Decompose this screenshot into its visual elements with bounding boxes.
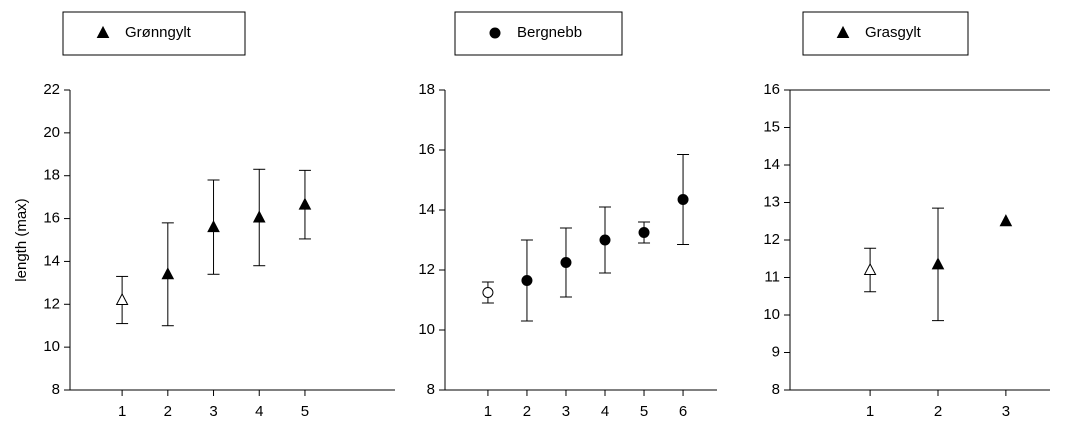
y-tick-label: 10	[43, 338, 60, 355]
y-tick-label: 10	[418, 321, 435, 338]
x-tick-label: 4	[255, 403, 263, 420]
y-tick-label: 13	[763, 193, 780, 210]
y-tick-label: 9	[772, 343, 780, 360]
x-tick-label: 3	[1002, 403, 1010, 420]
y-tick-label: 16	[43, 210, 60, 227]
legend-label: Grønngylt	[125, 24, 192, 41]
point	[999, 214, 1013, 227]
x-tick-label: 2	[934, 403, 942, 420]
y-tick-label: 12	[763, 231, 780, 248]
x-tick-label: 5	[640, 403, 648, 420]
y-tick-label: 22	[43, 81, 60, 98]
y-tick-label: 8	[52, 381, 60, 398]
point	[252, 210, 266, 223]
x-tick-label: 4	[601, 403, 609, 420]
point	[521, 275, 533, 286]
legend-label: Bergnebb	[517, 24, 582, 41]
point	[482, 287, 494, 298]
point	[931, 257, 945, 270]
point	[599, 234, 611, 246]
legend-marker	[96, 25, 110, 38]
legend-box	[802, 11, 969, 56]
point	[560, 257, 572, 268]
legend-marker	[489, 27, 501, 39]
y-tick-label: 18	[43, 167, 60, 184]
point	[863, 262, 877, 275]
x-tick-label: 3	[562, 403, 570, 420]
y-tick-label: 8	[427, 381, 435, 398]
y-tick-label: 11	[764, 268, 780, 285]
y-tick-label: 15	[763, 118, 780, 135]
point	[115, 292, 129, 305]
x-tick-label: 1	[484, 403, 492, 420]
y-tick-label: 8	[772, 381, 780, 398]
x-tick-label: 2	[164, 403, 172, 420]
x-tick-label: 3	[209, 403, 217, 420]
y-tick-label: 10	[763, 306, 780, 323]
y-tick-label: 14	[418, 201, 435, 218]
y-tick-label: 12	[418, 261, 435, 278]
y-axis-label: length (max)	[13, 198, 30, 281]
point	[638, 227, 650, 238]
legend-box	[62, 11, 246, 56]
x-tick-label: 6	[679, 403, 687, 420]
y-tick-label: 18	[418, 81, 435, 98]
y-tick-label: 16	[418, 141, 435, 158]
y-tick-label: 14	[763, 156, 780, 173]
x-tick-label: 5	[301, 403, 309, 420]
y-tick-label: 14	[43, 252, 60, 269]
y-tick-label: 20	[43, 124, 60, 141]
x-tick-label: 2	[523, 403, 531, 420]
point	[161, 267, 175, 280]
point	[677, 194, 689, 205]
y-tick-label: 12	[43, 295, 60, 312]
y-tick-label: 16	[763, 81, 780, 98]
x-tick-label: 1	[118, 403, 126, 420]
legend-box	[454, 11, 623, 56]
legend-marker	[836, 25, 850, 38]
legend-label: Grasgylt	[865, 24, 922, 41]
point	[298, 197, 312, 210]
x-tick-label: 1	[866, 403, 874, 420]
point	[207, 220, 220, 233]
